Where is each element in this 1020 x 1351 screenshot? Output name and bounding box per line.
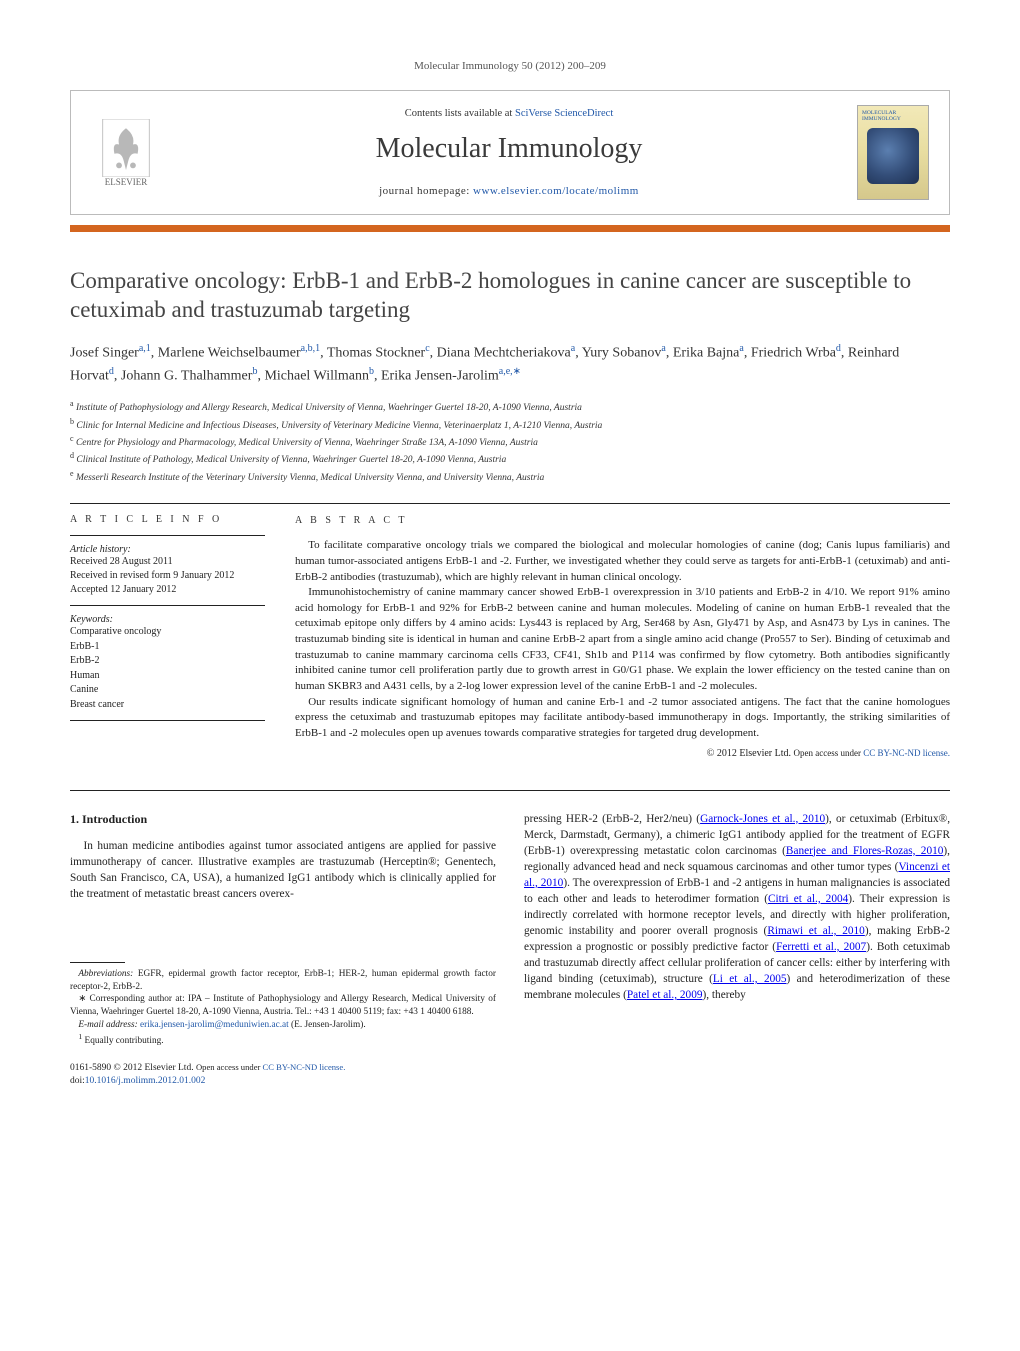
intro-paragraph-right: pressing HER-2 (ErbB-2, Her2/neu) (Garno… (524, 811, 950, 1003)
footer-open-access: Open access under (196, 1062, 263, 1072)
running-header: Molecular Immunology 50 (2012) 200–209 (70, 60, 950, 72)
keywords-head: Keywords: (70, 614, 265, 625)
abbreviations-footnote: Abbreviations: EGFR, epidermal growth fa… (70, 968, 496, 994)
corr-text: Corresponding author at: IPA – Institute… (70, 994, 496, 1017)
journal-title: Molecular Immunology (181, 133, 837, 165)
accent-bar (70, 225, 950, 232)
footer-copyright: 0161-5890 © 2012 Elsevier Ltd. (70, 1063, 196, 1073)
abstract-label: a b s t r a c t (295, 514, 950, 528)
email-label: E-mail address: (78, 1020, 140, 1030)
email-suffix: (E. Jensen-Jarolim). (289, 1020, 366, 1030)
body-right-column: pressing HER-2 (ErbB-2, Her2/neu) (Garno… (524, 811, 950, 1088)
cover-image-icon (867, 128, 919, 184)
email-footnote: E-mail address: erika.jensen-jarolim@med… (70, 1019, 496, 1032)
abstract-paragraph: Our results indicate significant homolog… (295, 695, 950, 742)
affiliation-item: e Messerli Research Institute of the Vet… (70, 468, 950, 485)
cover-title: MOLECULAR IMMUNOLOGY (862, 110, 924, 122)
keyword-item: Canine (70, 683, 265, 698)
doi-prefix: doi: (70, 1076, 85, 1086)
contents-available-line: Contents lists available at SciVerse Sci… (181, 108, 837, 119)
equal-contribution-footnote: 1 Equally contributing. (70, 1032, 496, 1048)
article-info-label: a r t i c l e i n f o (70, 514, 265, 525)
equal-text: Equally contributing. (82, 1036, 163, 1046)
journal-header-box: ELSEVIER Contents lists available at Sci… (70, 90, 950, 215)
open-access-text: Open access under (794, 748, 864, 758)
abstract-paragraph: To facilitate comparative oncology trial… (295, 538, 950, 585)
journal-homepage-line: journal homepage: www.elsevier.com/locat… (181, 185, 837, 197)
corresponding-author-footnote: ∗ Corresponding author at: IPA – Institu… (70, 993, 496, 1019)
history-accepted: Accepted 12 January 2012 (70, 583, 265, 597)
affiliation-item: c Centre for Physiology and Pharmacology… (70, 433, 950, 450)
cc-license-link[interactable]: CC BY-NC-ND license. (863, 748, 950, 758)
keyword-item: ErbB-1 (70, 640, 265, 655)
authors-list: Josef Singera,1, Marlene Weichselbaumera… (70, 341, 950, 386)
keyword-item: Comparative oncology (70, 625, 265, 640)
publisher-name: ELSEVIER (105, 177, 148, 187)
corr-symbol: ∗ (78, 994, 86, 1004)
article-history-head: Article history: (70, 544, 265, 555)
contents-prefix: Contents lists available at (405, 108, 515, 119)
journal-cover-thumbnail: MOLECULAR IMMUNOLOGY (857, 105, 929, 200)
doi-link[interactable]: 10.1016/j.molimm.2012.01.002 (85, 1076, 206, 1086)
elsevier-tree-icon (102, 119, 150, 177)
body-left-column: 1. Introduction In human medicine antibo… (70, 811, 496, 1088)
keyword-item: Breast cancer (70, 698, 265, 713)
footer-cc-license-link[interactable]: CC BY-NC-ND license. (263, 1062, 346, 1072)
introduction-heading: 1. Introduction (70, 811, 496, 828)
affiliation-item: d Clinical Institute of Pathology, Medic… (70, 450, 950, 467)
abbrev-text: EGFR, epidermal growth factor receptor, … (70, 969, 496, 992)
journal-homepage-link[interactable]: www.elsevier.com/locate/molimm (473, 185, 639, 197)
keyword-item: ErbB-2 (70, 654, 265, 669)
affiliation-item: b Clinic for Internal Medicine and Infec… (70, 416, 950, 433)
abstract-paragraph: Immunohistochemistry of canine mammary c… (295, 585, 950, 694)
homepage-prefix: journal homepage: (379, 185, 473, 197)
abstract-column: a b s t r a c t To facilitate comparativ… (295, 514, 950, 761)
section-divider (70, 790, 950, 791)
publisher-logo: ELSEVIER (91, 113, 161, 193)
keyword-item: Human (70, 669, 265, 684)
history-revised: Received in revised form 9 January 2012 (70, 569, 265, 583)
intro-paragraph-left: In human medicine antibodies against tum… (70, 838, 496, 902)
corresponding-email-link[interactable]: erika.jensen-jarolim@meduniwien.ac.at (140, 1020, 289, 1030)
abbrev-label: Abbreviations: (78, 969, 133, 979)
history-received: Received 28 August 2011 (70, 555, 265, 569)
footnote-rule (70, 962, 125, 963)
copyright-footer: 0161-5890 © 2012 Elsevier Ltd. Open acce… (70, 1062, 496, 1088)
affiliations-list: a Institute of Pathophysiology and Aller… (70, 398, 950, 485)
article-info-column: a r t i c l e i n f o Article history: R… (70, 514, 265, 761)
footnotes-block: Abbreviations: EGFR, epidermal growth fa… (70, 956, 496, 1048)
copyright-text: © 2012 Elsevier Ltd. (707, 748, 794, 759)
affiliation-item: a Institute of Pathophysiology and Aller… (70, 398, 950, 415)
article-title: Comparative oncology: ErbB-1 and ErbB-2 … (70, 266, 950, 325)
abstract-copyright: © 2012 Elsevier Ltd. Open access under C… (295, 747, 950, 761)
sciencedirect-link[interactable]: SciVerse ScienceDirect (515, 108, 613, 119)
